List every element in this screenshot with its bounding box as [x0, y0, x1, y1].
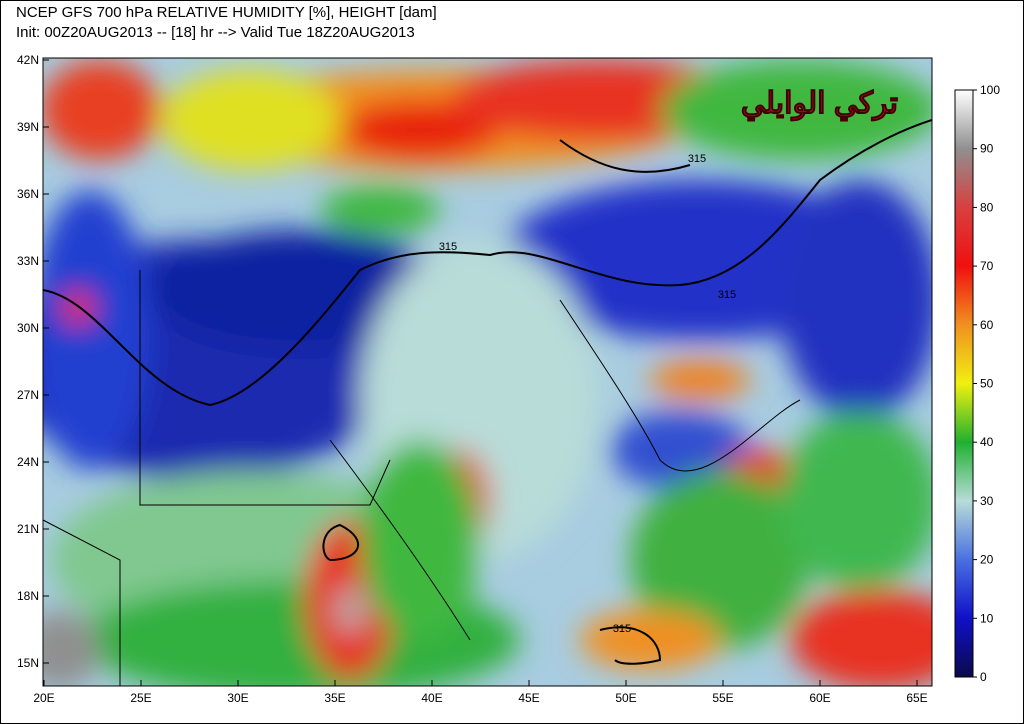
- lat-label: 18N: [17, 589, 39, 603]
- lon-label: 45E: [518, 691, 539, 705]
- title: NCEP GFS 700 hPa RELATIVE HUMIDITY [%], …: [16, 4, 437, 21]
- colorbar-label: 100: [980, 83, 1000, 97]
- colorbar-label: 40: [980, 435, 994, 449]
- contour-label: 315: [439, 241, 457, 253]
- colorbar-label: 10: [980, 611, 994, 625]
- lon-label: 65E: [906, 691, 927, 705]
- contour-label: 315: [688, 153, 706, 165]
- colorbar-label: 0: [980, 670, 987, 684]
- contour-label: 315: [718, 289, 736, 301]
- lon-label: 25E: [130, 691, 151, 705]
- lon-label: 55E: [712, 691, 733, 705]
- lat-label: 24N: [17, 455, 39, 469]
- lat-label: 27N: [17, 388, 39, 402]
- lon-label: 30E: [227, 691, 248, 705]
- lon-label: 20E: [33, 691, 54, 705]
- colorbar-label: 50: [980, 377, 994, 391]
- lat-label: 33N: [17, 254, 39, 268]
- humidity-field: [43, 58, 932, 686]
- lat-label: 21N: [17, 522, 39, 536]
- lon-label: 60E: [809, 691, 830, 705]
- colorbar: [954, 89, 974, 678]
- lat-label: 30N: [17, 321, 39, 335]
- lat-label: 36N: [17, 187, 39, 201]
- height-contours: [43, 119, 932, 665]
- colorbar-label: 80: [980, 200, 994, 214]
- lat-label: 15N: [17, 656, 39, 670]
- borders: [43, 270, 801, 686]
- map-frame: [42, 57, 933, 687]
- colorbar-label: 30: [980, 494, 994, 508]
- lat-label: 42N: [17, 53, 39, 67]
- lon-label: 50E: [615, 691, 636, 705]
- lon-label: 40E: [421, 691, 442, 705]
- colorbar-label: 20: [980, 553, 994, 567]
- colorbar-label: 70: [980, 259, 994, 273]
- lat-label: 39N: [17, 120, 39, 134]
- subtitle: Init: 00Z20AUG2013 -- [18] hr --> Valid …: [16, 24, 415, 41]
- contour-label: 315: [613, 623, 631, 635]
- watermark: تركي الوايلي: [741, 87, 898, 121]
- lon-label: 35E: [324, 691, 345, 705]
- colorbar-label: 90: [980, 142, 994, 156]
- colorbar-label: 60: [980, 318, 994, 332]
